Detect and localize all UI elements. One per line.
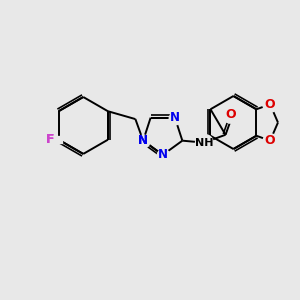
Text: O: O (265, 98, 275, 111)
Text: O: O (265, 134, 275, 147)
Text: N: N (158, 148, 168, 161)
Text: O: O (225, 108, 236, 121)
Text: F: F (46, 133, 54, 146)
Text: F: F (46, 133, 54, 146)
Text: N: N (170, 111, 180, 124)
Text: N: N (138, 134, 148, 147)
Text: NH: NH (195, 138, 213, 148)
Text: N: N (138, 134, 148, 147)
